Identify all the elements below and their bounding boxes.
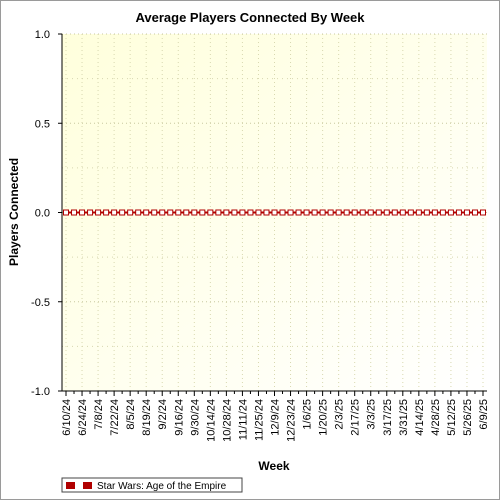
x-tick-label: 9/30/24 <box>189 399 201 436</box>
x-tick-label: 1/6/25 <box>302 399 314 430</box>
data-point <box>231 209 238 216</box>
x-tick-label: 5/12/25 <box>446 399 458 436</box>
data-point <box>199 209 206 216</box>
data-point <box>471 209 478 216</box>
x-tick-label: 11/25/24 <box>253 399 265 441</box>
data-point <box>271 209 278 216</box>
data-point <box>215 209 222 216</box>
x-tick-label: 8/19/24 <box>141 399 153 436</box>
x-tick-label: 12/23/24 <box>286 399 298 442</box>
data-point <box>207 209 214 216</box>
data-point <box>87 209 94 216</box>
data-point <box>239 209 246 216</box>
data-point <box>103 209 110 216</box>
data-point <box>151 209 158 216</box>
legend-label: Star Wars: Age of the Empire <box>97 481 227 492</box>
data-point <box>71 209 78 216</box>
data-point <box>423 209 430 216</box>
x-tick-label: 3/3/25 <box>366 399 378 430</box>
y-tick-label: 0.5 <box>35 118 50 130</box>
x-tick-label: 3/31/25 <box>398 399 410 436</box>
x-tick-label: 12/9/24 <box>270 399 282 436</box>
x-tick-label: 4/28/25 <box>430 399 442 436</box>
chart-title: Average Players Connected By Week <box>135 10 365 25</box>
y-tick-label: 1.0 <box>35 29 50 41</box>
x-tick-label: 5/26/25 <box>462 399 474 436</box>
legend-box <box>61 477 243 493</box>
data-point <box>383 209 390 216</box>
x-tick-label: 8/5/24 <box>125 399 137 430</box>
data-point <box>447 209 454 216</box>
data-point <box>415 209 422 216</box>
data-point <box>343 209 350 216</box>
data-point <box>111 209 118 216</box>
x-tick-label: 7/8/24 <box>93 399 105 430</box>
x-tick-label: 4/14/25 <box>414 399 426 436</box>
data-point <box>407 209 414 216</box>
x-tick-label: 10/28/24 <box>221 399 233 442</box>
data-point <box>279 209 286 216</box>
data-point <box>159 209 166 216</box>
x-tick-label: 9/2/24 <box>157 399 169 430</box>
data-point <box>167 209 174 216</box>
x-tick-label: 6/24/24 <box>77 399 89 436</box>
data-point <box>79 209 86 216</box>
x-tick-label: 11/11/24 <box>237 399 249 440</box>
data-point <box>287 209 294 216</box>
legend: Star Wars: Age of the Empire <box>61 477 243 493</box>
x-axis-ticks: 6/10/24 6/24/24 7/8/24 7/22/24 8/5/24 8/19/24… <box>61 391 490 442</box>
data-point <box>359 209 366 216</box>
data-point <box>143 209 150 216</box>
data-point <box>335 209 342 216</box>
data-point <box>127 209 134 216</box>
data-point <box>191 209 198 216</box>
data-point <box>399 209 406 216</box>
data-point <box>431 209 438 216</box>
y-axis-ticks: 1.0 0.5 0.0 -0.5 -1.0 <box>31 29 62 398</box>
data-point <box>175 209 182 216</box>
y-tick-label: 0.0 <box>35 208 50 220</box>
legend-marker <box>75 482 83 489</box>
data-point <box>183 209 190 216</box>
data-point <box>327 209 334 216</box>
data-point <box>295 209 302 216</box>
data-point <box>391 209 398 216</box>
y-axis-title: Players Connected <box>7 158 21 266</box>
x-tick-label: 9/16/24 <box>173 399 185 436</box>
data-point <box>303 209 310 216</box>
data-point <box>223 209 230 216</box>
data-point <box>319 209 326 216</box>
x-tick-label: 2/3/25 <box>334 399 346 430</box>
data-point <box>367 209 374 216</box>
data-point <box>439 209 446 216</box>
x-tick-label: 2/17/25 <box>350 399 362 436</box>
x-axis-title: Week <box>258 459 289 473</box>
data-point <box>263 209 270 216</box>
data-point <box>375 209 382 216</box>
y-tick-label: -1.0 <box>31 386 50 398</box>
data-point <box>135 209 142 216</box>
data-point <box>463 209 470 216</box>
data-point <box>480 209 486 216</box>
data-point <box>311 209 318 216</box>
x-tick-label: 3/17/25 <box>382 399 394 436</box>
x-tick-label: 6/10/24 <box>61 399 73 436</box>
data-point <box>247 209 254 216</box>
x-tick-label: 10/14/24 <box>205 399 217 442</box>
data-point <box>63 209 69 216</box>
data-point <box>351 209 358 216</box>
data-point <box>119 209 126 216</box>
data-point <box>95 209 102 216</box>
y-tick-label: -0.5 <box>31 297 50 309</box>
x-tick-label: 6/9/25 <box>478 399 490 430</box>
x-tick-label: 7/22/24 <box>109 399 121 436</box>
data-point <box>255 209 262 216</box>
series-group <box>63 209 486 216</box>
data-point <box>455 209 462 216</box>
x-tick-label: 1/20/25 <box>318 399 330 436</box>
